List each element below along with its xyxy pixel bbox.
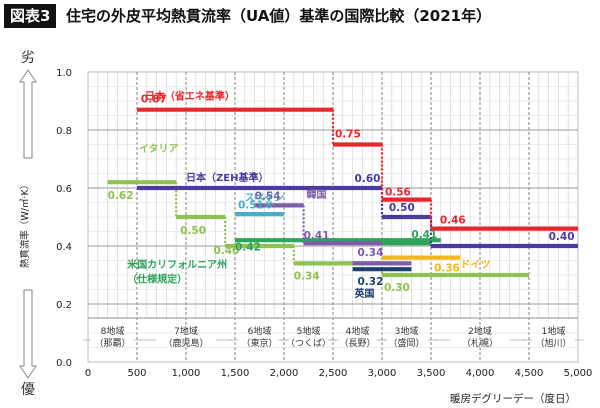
down-arrow-icon [19,289,37,379]
figure-badge: 図表3 [4,4,57,28]
value-label: 0.42 [235,241,261,253]
series-name-label: 日本（ZEH基準） [186,171,268,184]
y-axis-top-label: 劣 [21,50,35,66]
y-tick-label: 1.0 [56,68,72,79]
value-label: 0.41 [304,230,330,242]
value-label: 0.46 [440,214,466,226]
y-axis-label: 熱貫流率（W/㎡·K） [19,180,31,268]
x-tick-label: 3,500 [417,368,446,379]
value-label: 0.56 [385,186,411,198]
value-label: 0.36 [434,263,460,275]
chart-header: 図表3 住宅の外皮平均熱貫流率（UA値）基準の国際比較（2021年） [0,0,600,34]
y-tick-label: 0.4 [56,242,72,253]
region-label: 3地域 [395,325,419,337]
up-arrow-icon [19,69,37,159]
y-tick-label: 0.2 [56,300,72,311]
value-label: 0.41 [411,229,437,241]
value-label: 0.60 [355,173,381,185]
value-label: 0.50 [389,202,415,214]
region-city-label: （札幌） [462,337,498,349]
region-label: 7地域 [174,325,198,337]
x-tick-label: 3,000 [368,368,397,379]
x-tick-label: 1,500 [221,368,250,379]
value-label: 0.50 [180,225,206,237]
region-city-label: （東京） [241,337,277,349]
value-label: 0.51※ [238,199,274,211]
x-tick-label: 2,500 [319,368,348,379]
value-label: 0.87 [141,93,167,105]
region-city-label: （盛岡） [388,337,424,349]
value-label: 0.54 [255,191,281,203]
value-label: 0.75 [335,128,361,140]
series-name-label: （仕様規定） [127,272,187,285]
series-name-label: イタリア [139,143,179,155]
region-city-label: （旭川） [535,337,571,349]
series-name-label: 米国カリフォルニア州 [127,258,227,271]
region-city-label: （長野） [339,338,375,349]
value-label: 0.40 [213,245,239,257]
x-tick-label: 1,000 [172,368,201,379]
region-label: 1地域 [542,325,566,337]
value-label: 0.62 [108,190,134,202]
y-tick-label: 0.0 [56,358,72,369]
region-label: 5地域 [297,325,321,337]
value-label: 0.34 [358,247,384,259]
value-label: 0.34 [294,270,320,282]
region-label: 4地域 [346,325,370,337]
region-label: 6地域 [248,325,272,337]
chart-title: 住宅の外皮平均熱貫流率（UA値）基準の国際比較（2021年） [66,7,492,25]
value-label: 0.40 [549,231,575,243]
x-tick-label: 0 [85,368,91,379]
region-city-label: （つくば） [286,338,331,349]
y-tick-label: 0.8 [56,126,72,137]
value-label: 0.30 [384,282,410,294]
y-axis-bottom-label: 優 [21,382,35,398]
value-label: 0.32 [358,276,384,288]
x-tick-label: 2,000 [270,368,299,379]
series-name-label: 英国 [354,287,375,300]
series-name-label: 日本（省エネ基準） [145,90,235,103]
y-tick-label: 0.6 [56,184,72,195]
x-tick-label: 4,500 [515,368,544,379]
region-label: 8地域 [101,325,125,337]
series-name-label: 韓国 [307,188,327,201]
region-city-label: （那覇） [94,338,130,349]
series-name-label: ドイツ [460,259,490,271]
x-tick-label: 500 [127,368,146,379]
x-axis-label: 暖房デグリーデー（度日） [450,392,576,405]
region-city-label: （鹿児島） [163,337,208,349]
region-label: 2地域 [468,325,492,337]
x-tick-label: 5,000 [564,368,593,379]
x-tick-label: 4,000 [466,368,495,379]
series-name-label: スペイン [245,192,284,204]
